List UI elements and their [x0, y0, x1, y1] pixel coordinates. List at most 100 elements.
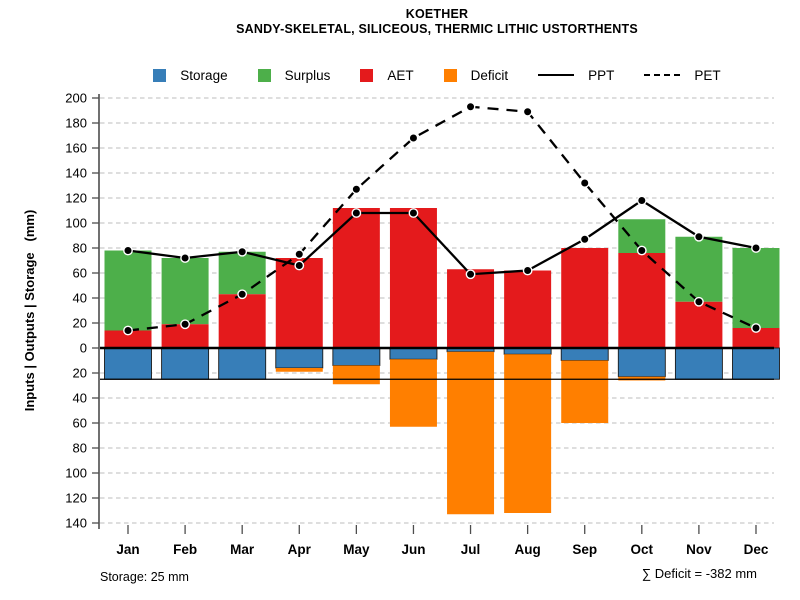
- ppt-point: [408, 208, 419, 218]
- y-tick-label: 140: [65, 166, 87, 181]
- month-label: Apr: [288, 542, 312, 557]
- legend-item-aet: AET: [360, 67, 414, 83]
- pet-point: [237, 289, 248, 300]
- y-tick-label: 40: [73, 391, 87, 406]
- deficit-total-note: ∑ Deficit = -382 mm: [641, 566, 757, 581]
- legend-label: PET: [694, 67, 721, 83]
- pet-point: [636, 245, 647, 256]
- deficit-bar: [389, 359, 437, 427]
- y-tick-label: 180: [65, 116, 87, 131]
- legend-item-pet: PET: [644, 67, 721, 83]
- ppt-point: [579, 234, 590, 245]
- aet-bar: [447, 269, 495, 348]
- deficit-bar: [618, 376, 666, 381]
- deficit-bar: [504, 354, 552, 513]
- surplus-swatch-icon: [257, 68, 271, 82]
- storage-bar: [560, 347, 609, 361]
- chart-legend: Storage Surplus AET Deficit PPT PET: [74, 63, 800, 87]
- y-tick-label: 60: [73, 416, 87, 431]
- pet-point: [408, 133, 419, 143]
- y-tick-label: 200: [65, 91, 87, 106]
- surplus-bar: [732, 248, 780, 328]
- month-label: Jul: [461, 542, 481, 557]
- y-axis-title: Inputs | Outputs | Storage (mm): [22, 210, 37, 412]
- storage-bar: [218, 347, 267, 380]
- aet-bar: [104, 330, 152, 348]
- legend-label: AET: [387, 67, 414, 83]
- month-label: Sep: [572, 542, 597, 557]
- storage-bar: [275, 347, 324, 369]
- ppt-point: [751, 243, 761, 253]
- surplus-bar: [161, 258, 209, 325]
- pet-point: [522, 106, 533, 117]
- aet-bar: [332, 208, 380, 348]
- ppt-point: [294, 260, 305, 271]
- y-tick-label: 140: [65, 516, 87, 531]
- deficit-bar: [332, 365, 380, 385]
- ppt-point: [123, 245, 133, 256]
- pet-point: [465, 101, 476, 112]
- y-tick-label: 120: [65, 191, 87, 206]
- y-tick-label: 80: [73, 241, 87, 256]
- pet-point: [123, 325, 133, 336]
- deficit-bar: [561, 360, 609, 423]
- legend-item-ppt: PPT: [538, 68, 614, 83]
- y-tick-label: 20: [73, 316, 87, 331]
- legend-item-deficit: Deficit: [443, 67, 509, 83]
- chart-title: KOETHER: [405, 7, 469, 21]
- pet-point: [180, 319, 190, 330]
- chart-subtitle: SANDY-SKELETAL, SILICEOUS, THERMIC LITHI…: [236, 22, 638, 36]
- y-tick-label: 0: [80, 341, 87, 356]
- ppt-point: [636, 195, 647, 206]
- title-block: KOETHER SANDY-SKELETAL, SILICEOUS, THERM…: [74, 7, 800, 37]
- storage-note: Storage: 25 mm: [100, 570, 189, 584]
- storage-bar: [732, 347, 780, 380]
- legend-item-storage: Storage: [153, 68, 228, 83]
- ppt-point: [694, 231, 704, 242]
- surplus-bar: [675, 236, 723, 302]
- aet-swatch-icon: [360, 68, 374, 82]
- legend-label: Deficit: [470, 67, 509, 83]
- month-label: Nov: [686, 542, 712, 557]
- storage-bar: [674, 347, 723, 380]
- ppt-point: [237, 246, 248, 257]
- aet-bar: [618, 253, 666, 348]
- y-tick-label: 20: [73, 366, 87, 381]
- y-tick-label: 60: [73, 266, 87, 281]
- ppt-point: [180, 253, 190, 263]
- storage-bar: [389, 347, 438, 360]
- storage-bar: [617, 347, 666, 378]
- y-tick-label: 120: [65, 491, 87, 506]
- storage-swatch-icon: [153, 68, 167, 82]
- legend-item-surplus: Surplus: [257, 67, 331, 83]
- storage-bar: [104, 347, 152, 380]
- pet-point: [694, 296, 704, 307]
- month-label: Jan: [116, 542, 139, 557]
- month-label: Aug: [515, 542, 541, 557]
- deficit-swatch-icon: [443, 68, 457, 82]
- legend-label: PPT: [588, 67, 615, 83]
- aet-bar: [561, 248, 609, 348]
- ppt-point: [465, 269, 476, 280]
- aet-bar: [161, 324, 209, 348]
- month-label: Feb: [173, 542, 197, 557]
- solid-line-swatch-icon: [538, 74, 575, 76]
- deficit-bar: [447, 351, 495, 515]
- aet-bar: [732, 328, 780, 348]
- ppt-point: [351, 208, 362, 218]
- y-tick-label: 100: [65, 216, 87, 231]
- dashed-line-swatch-icon: [644, 74, 681, 76]
- surplus-bar: [104, 250, 152, 331]
- y-tick-label: 160: [65, 141, 87, 156]
- legend-label: Surplus: [284, 67, 331, 83]
- month-label: Jun: [401, 542, 425, 557]
- y-tick-label: 80: [73, 441, 87, 456]
- surplus-bar: [218, 251, 266, 295]
- pet-point: [351, 184, 362, 195]
- y-tick-label: 40: [73, 291, 87, 306]
- aet-bar: [504, 270, 552, 348]
- storage-bar: [161, 347, 210, 380]
- month-label: Oct: [631, 542, 654, 557]
